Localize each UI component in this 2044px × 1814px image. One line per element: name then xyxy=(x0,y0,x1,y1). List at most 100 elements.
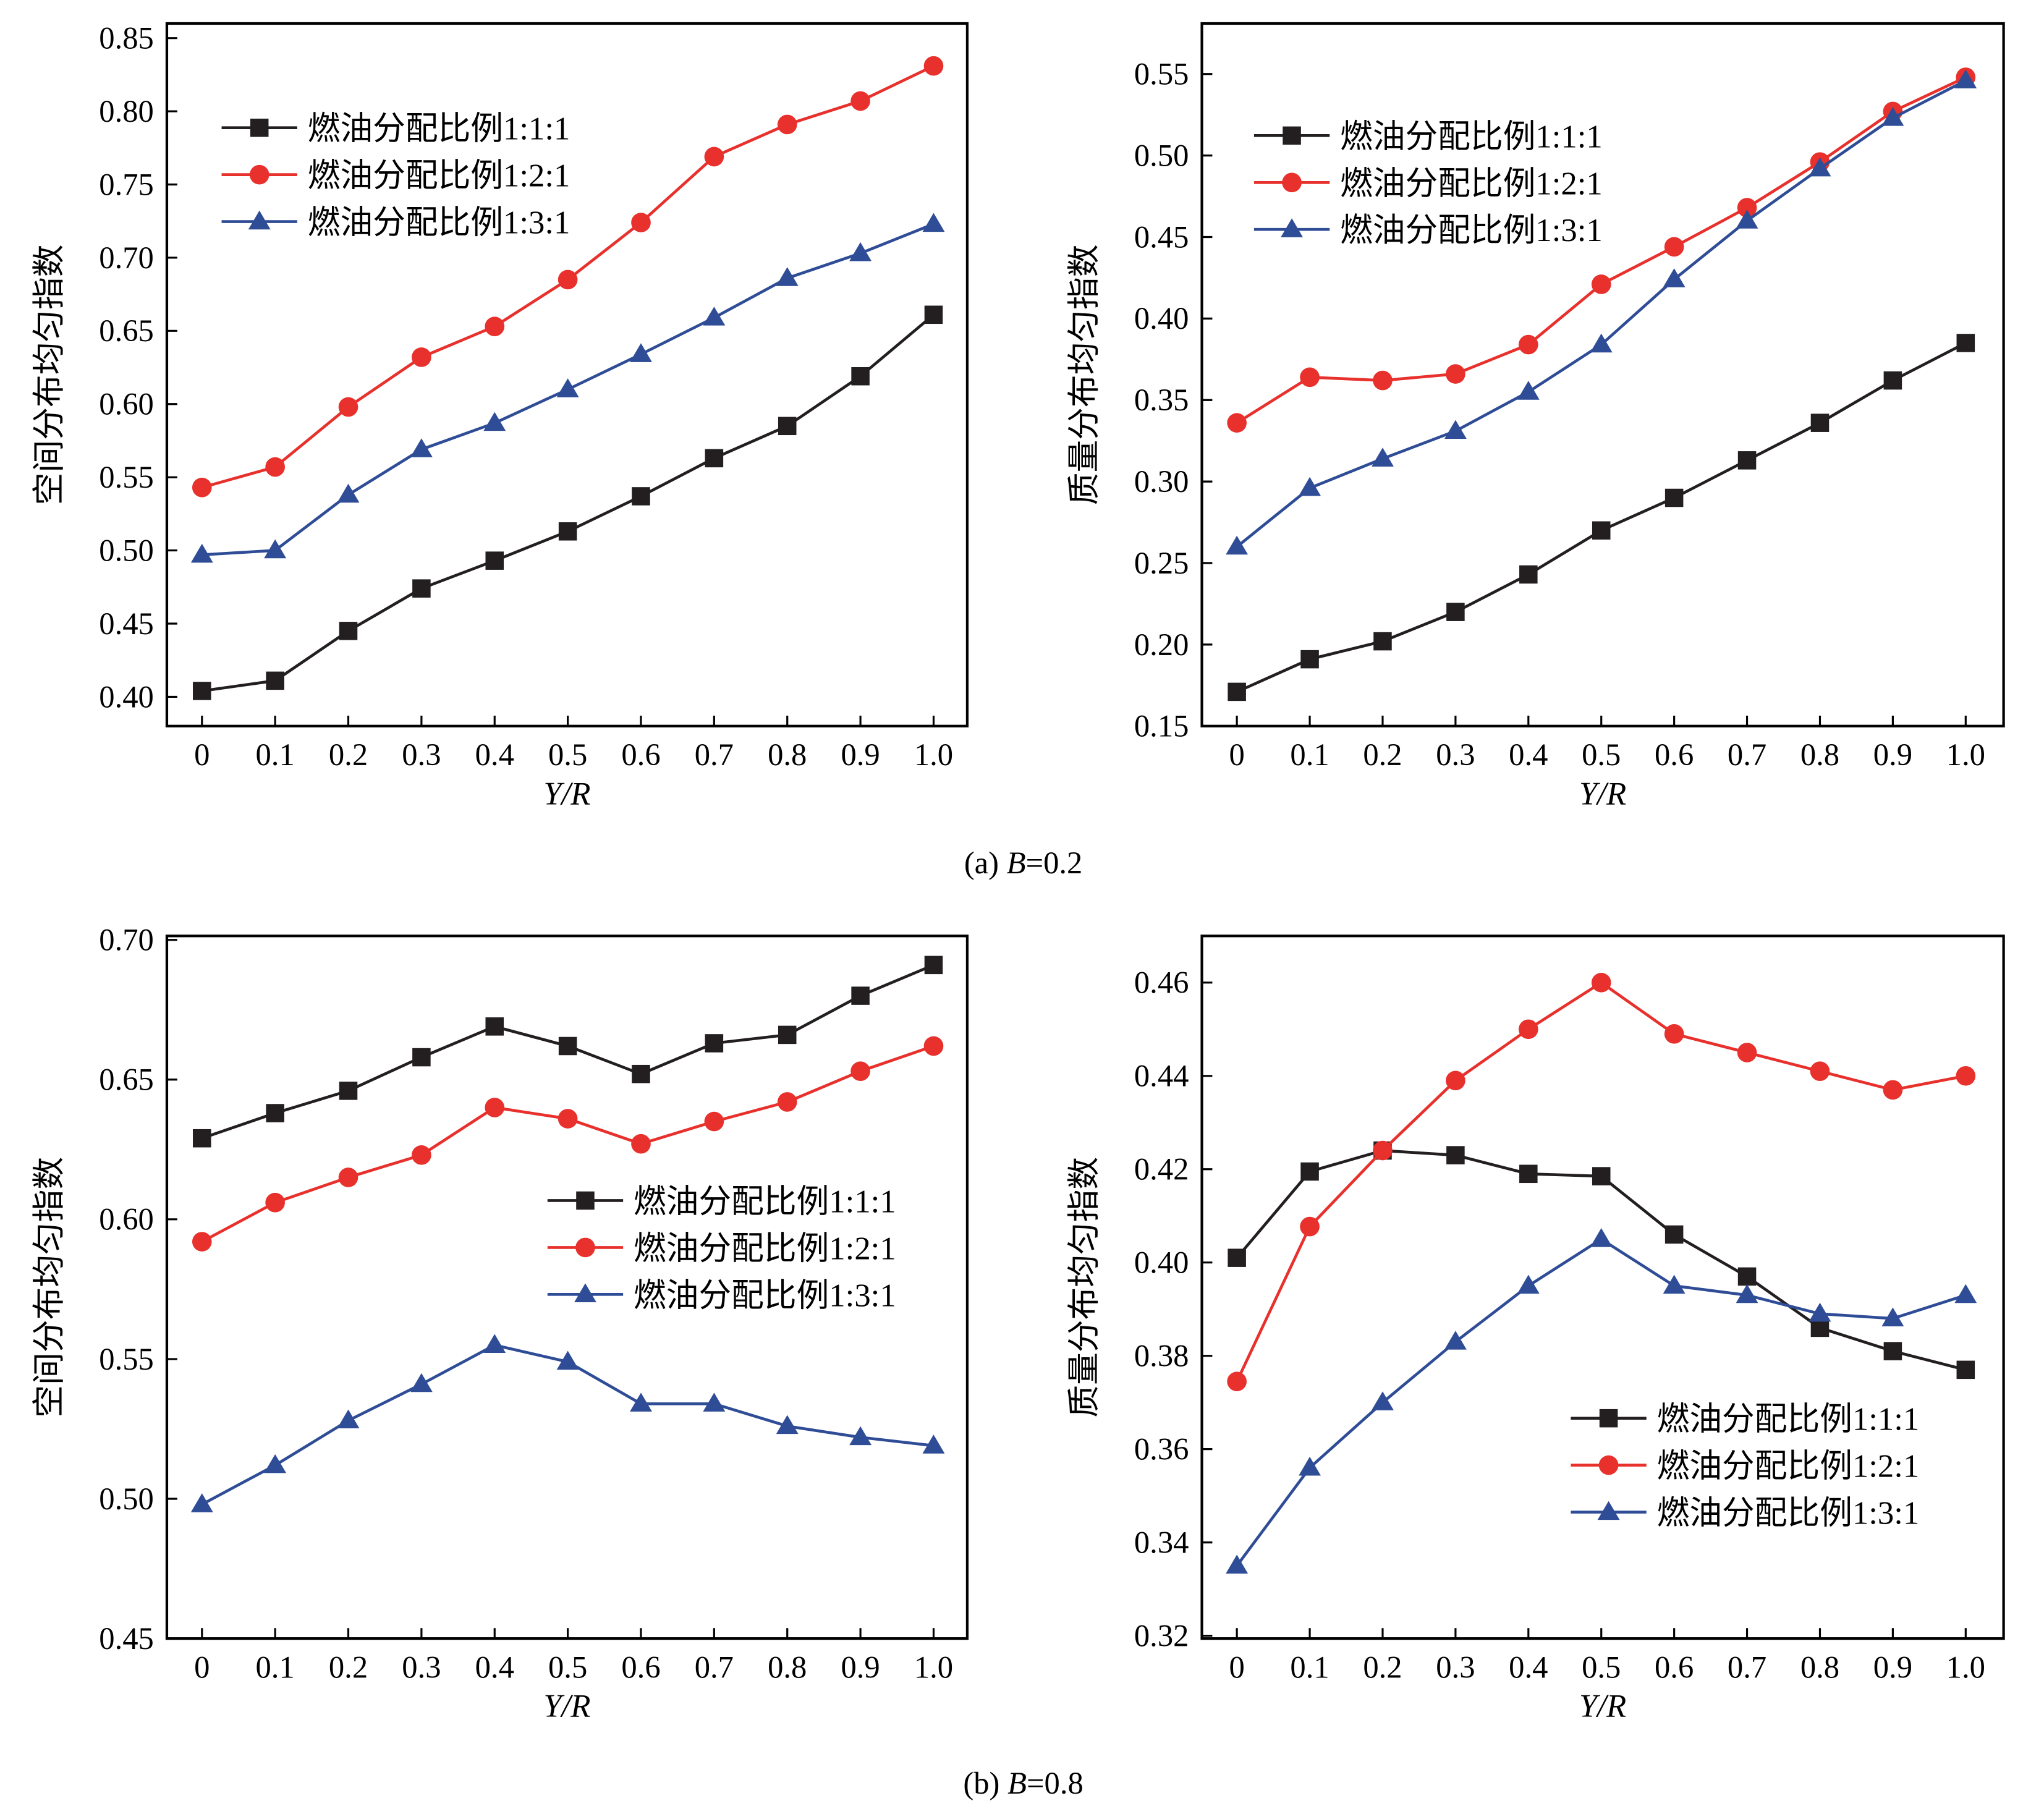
data-point xyxy=(193,682,211,700)
x-tick-label: 0.3 xyxy=(402,1650,441,1684)
data-point xyxy=(1300,650,1319,669)
legend-label: 燃油分配比例1:3:1 xyxy=(1340,213,1603,248)
data-point xyxy=(632,1064,650,1083)
y-tick-label: 0.42 xyxy=(1134,1152,1189,1187)
series-2 xyxy=(1227,972,1976,1392)
data-point xyxy=(339,1082,358,1100)
data-point xyxy=(190,543,213,563)
data-point xyxy=(776,1415,799,1435)
chart-panel-a-right: 0 0.1 0.2 0.3 0.4 0.5 0.6 0.7 0.8 0.9 1.0 0.15 0.20 0… xyxy=(1067,22,2005,812)
data-point xyxy=(1592,521,1611,540)
data-point xyxy=(1446,1146,1465,1164)
legend-marker xyxy=(248,210,271,230)
x-tick-label: 0.7 xyxy=(1728,737,1766,772)
y-tick-label: 0.45 xyxy=(99,606,154,641)
legend-marker xyxy=(574,1283,596,1302)
x-tick-label: 0.4 xyxy=(475,737,514,772)
legend-label: 燃油分配比例1:1:1 xyxy=(1657,1402,1920,1438)
data-point xyxy=(1956,1360,1975,1380)
data-point xyxy=(558,1036,577,1056)
y-tick-label: 0.40 xyxy=(1134,1245,1189,1280)
data-point xyxy=(1664,488,1684,507)
x-tick-label: 0.6 xyxy=(1655,1650,1694,1684)
y-tick-label: 0.15 xyxy=(1134,709,1189,744)
data-point xyxy=(1810,1318,1830,1337)
legend-label: 燃油分配比例1:3:1 xyxy=(308,205,570,241)
series-3 xyxy=(1226,1228,1977,1574)
data-point xyxy=(1810,1061,1830,1082)
y-axis-label: 空间分布均匀指数 xyxy=(32,1157,67,1418)
data-point xyxy=(558,522,577,541)
legend-label: 燃油分配比例1:1:1 xyxy=(308,111,570,147)
legend-marker xyxy=(1597,1501,1620,1520)
data-point xyxy=(483,412,506,431)
data-point xyxy=(1663,1274,1686,1294)
data-point xyxy=(1737,451,1757,470)
data-point xyxy=(1592,1167,1611,1185)
y-tick-label: 0.70 xyxy=(99,240,154,275)
x-tick-label: 0 xyxy=(194,737,210,772)
series-2 xyxy=(192,1036,944,1252)
chart-panel-b-left: 0 0.1 0.2 0.3 0.4 0.5 0.6 0.7 0.8 0.9 1.0 0.45 0.50 0… xyxy=(32,923,969,1724)
legend-marker xyxy=(1283,126,1301,145)
data-point xyxy=(630,343,652,362)
y-tick-label: 0.65 xyxy=(99,313,154,348)
y-tick-label: 0.30 xyxy=(1134,464,1189,499)
data-point xyxy=(923,56,944,76)
series-1 xyxy=(193,305,943,700)
y-tick-label: 0.38 xyxy=(1134,1339,1189,1373)
data-point xyxy=(265,457,285,477)
y-tick-label: 0.80 xyxy=(99,94,154,129)
data-point xyxy=(1954,1284,1977,1303)
data-point xyxy=(1664,1024,1684,1044)
data-point xyxy=(1737,1043,1757,1062)
y-tick-label: 0.50 xyxy=(1134,138,1189,172)
data-point xyxy=(849,242,872,261)
x-tick-label: 0.5 xyxy=(548,737,587,772)
caption-a: (a) B=0.2 xyxy=(964,846,1083,880)
data-point xyxy=(337,483,360,503)
legend-marker xyxy=(1281,218,1304,237)
legend: 燃油分配比例1:1:1 燃油分配比例1:2:1 燃油分配比例1:3:1 xyxy=(547,1184,896,1313)
y-tick-label: 0.60 xyxy=(99,1202,154,1237)
data-point xyxy=(632,487,650,506)
data-point xyxy=(703,307,726,326)
legend-marker xyxy=(575,1237,595,1258)
data-point xyxy=(776,267,799,286)
data-point xyxy=(339,622,358,640)
data-point xyxy=(1663,268,1686,287)
data-point xyxy=(483,1334,506,1353)
y-tick-label: 0.70 xyxy=(99,923,154,957)
data-point xyxy=(1228,682,1246,701)
data-point xyxy=(922,1435,945,1454)
data-point xyxy=(1664,237,1684,257)
y-tick-label: 0.65 xyxy=(99,1062,154,1097)
legend-label: 燃油分配比例1:3:1 xyxy=(1657,1496,1920,1532)
legend-label: 燃油分配比例1:2:1 xyxy=(308,158,570,194)
data-point xyxy=(1517,381,1540,400)
y-tick-label: 0.35 xyxy=(1134,383,1189,417)
data-point xyxy=(264,1454,287,1473)
x-tick-label: 0.9 xyxy=(1873,1650,1912,1684)
data-point xyxy=(485,1098,505,1117)
y-tick-label: 0.36 xyxy=(1134,1432,1189,1467)
x-tick-label: 1.0 xyxy=(1946,737,1985,772)
data-point xyxy=(1664,1225,1684,1244)
data-point xyxy=(1956,1066,1976,1086)
x-tick-label: 0.3 xyxy=(402,737,441,772)
y-tick-label: 0.50 xyxy=(99,533,154,567)
data-point xyxy=(1299,477,1321,496)
data-point xyxy=(1954,69,1977,88)
data-point xyxy=(265,1192,285,1213)
x-axis-label: Y/R xyxy=(543,1689,590,1724)
data-point xyxy=(1226,535,1249,555)
x-tick-label: 0.1 xyxy=(256,737,295,772)
data-point xyxy=(1299,1456,1321,1476)
y-tick-label: 0.40 xyxy=(1134,301,1189,336)
data-point xyxy=(1809,157,1831,177)
x-tick-label: 0.8 xyxy=(1800,1650,1839,1684)
data-point xyxy=(558,1109,578,1129)
data-point xyxy=(922,213,945,232)
data-point xyxy=(412,347,431,367)
series-3 xyxy=(1226,69,1977,555)
